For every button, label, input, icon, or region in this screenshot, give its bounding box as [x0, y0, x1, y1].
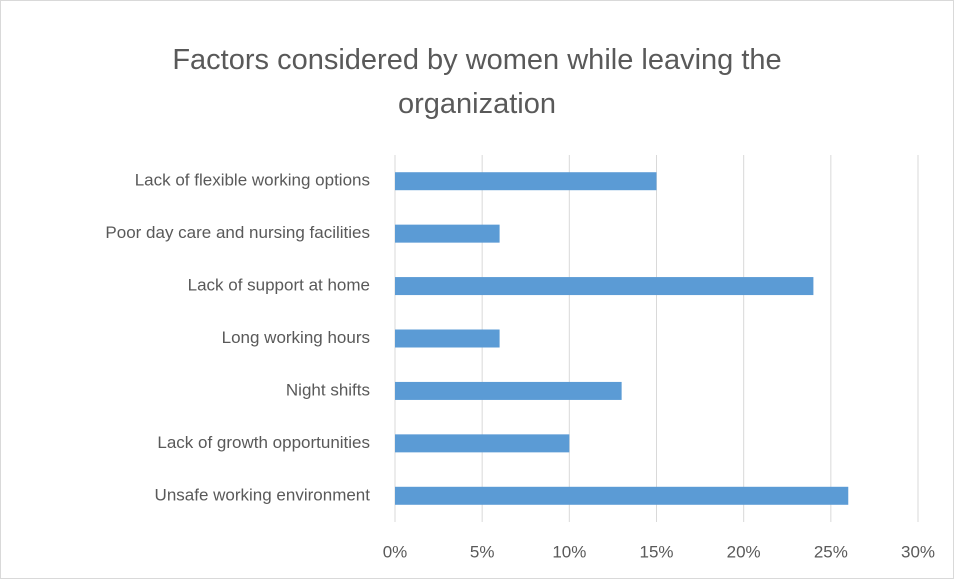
y-tick-label: Unsafe working environment	[155, 485, 371, 504]
bar	[395, 329, 500, 348]
x-tick-label: 20%	[727, 542, 761, 561]
x-tick-label: 0%	[383, 542, 408, 561]
y-tick-label: Long working hours	[222, 328, 370, 347]
bar	[395, 277, 814, 296]
x-tick-label: 25%	[814, 542, 848, 561]
x-tick-label: 10%	[552, 542, 586, 561]
chart-title: Factors considered by women while leavin…	[172, 44, 782, 120]
x-tick-label: 30%	[901, 542, 935, 561]
y-tick-label: Lack of flexible working options	[135, 171, 370, 190]
x-tick-label: 5%	[470, 542, 495, 561]
y-tick-label: Night shifts	[286, 380, 370, 399]
y-tick-label: Poor day care and nursing facilities	[105, 223, 370, 242]
x-tick-label: 15%	[639, 542, 673, 561]
y-tick-label: Lack of support at home	[188, 276, 370, 295]
bar	[395, 381, 622, 400]
y-tick-label: Lack of growth opportunities	[157, 433, 370, 452]
bar	[395, 224, 500, 243]
bar	[395, 172, 657, 191]
bar	[395, 434, 570, 453]
bar	[395, 486, 849, 505]
